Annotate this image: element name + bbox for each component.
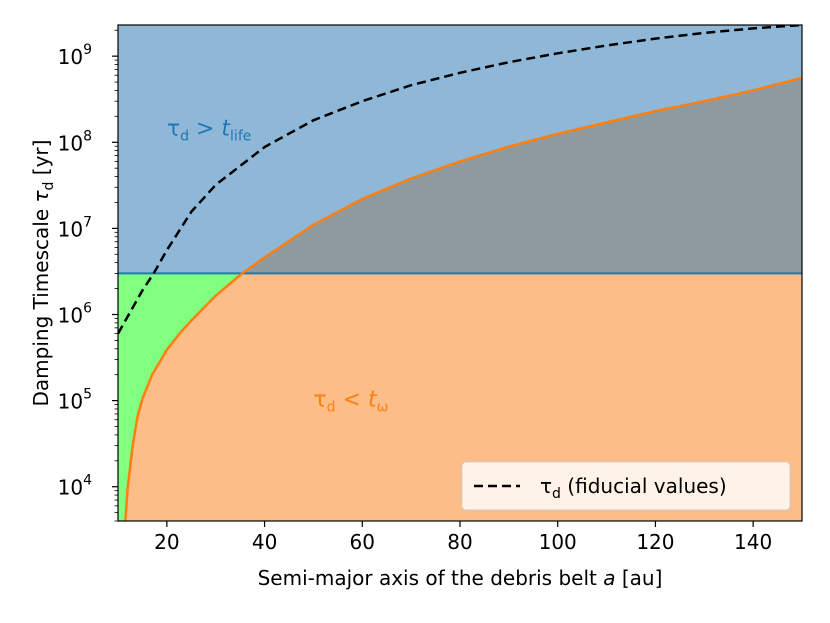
y-tick-label: 106	[58, 300, 92, 327]
legend-label: τd (fiducial values)	[540, 474, 727, 502]
fiducial-curve	[118, 25, 802, 335]
annotation-tau-lt-tomega: τd < tω	[313, 388, 388, 416]
y-tick-label: 108	[58, 128, 92, 155]
region-overlap	[242, 77, 802, 274]
plot-area	[118, 25, 802, 521]
x-tick-label: 40	[252, 530, 277, 554]
x-tick-label: 100	[539, 530, 577, 554]
x-axis: 20 40 60 80 100 120 140	[154, 521, 772, 554]
x-tick-label: 60	[350, 530, 375, 554]
legend-box	[461, 461, 791, 511]
x-tick-label: 80	[447, 530, 472, 554]
tomega-curve	[124, 76, 802, 521]
y-tick-label: 109	[58, 42, 92, 69]
y-tick-label: 107	[58, 214, 92, 241]
annotation-tau-gt-tlife: τd > tlife	[167, 116, 252, 144]
region-allowed	[118, 273, 243, 521]
x-tick-label: 140	[734, 530, 772, 554]
x-tick-label: 120	[636, 530, 674, 554]
y-axis: 104 105 106 107 108 109	[58, 29, 118, 522]
y-tick-label: 104	[58, 473, 92, 500]
legend: τd (fiducial values)	[461, 461, 791, 511]
y-axis-label: Damping Timescale τd [yr]	[29, 140, 57, 407]
x-tick-label: 20	[154, 530, 179, 554]
x-axis-label: Semi-major axis of the debris belt a [au…	[258, 566, 663, 590]
y-tick-label: 105	[58, 387, 92, 414]
